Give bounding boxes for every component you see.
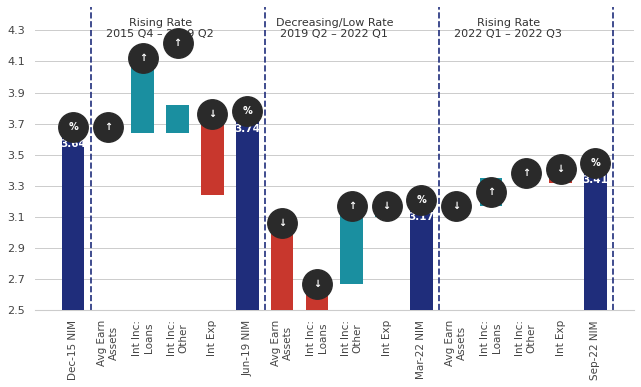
Text: ↑: ↑ <box>522 168 530 178</box>
Point <box>277 220 287 226</box>
Text: 3.64: 3.64 <box>60 139 86 149</box>
Point <box>68 124 78 130</box>
Text: ↑: ↑ <box>174 38 181 48</box>
Bar <box>584 169 607 310</box>
Text: ↓: ↓ <box>208 109 217 119</box>
Text: %: % <box>590 158 601 168</box>
Text: ↑: ↑ <box>487 187 495 197</box>
Text: ↓: ↓ <box>556 164 565 174</box>
Text: 3.74: 3.74 <box>234 123 260 134</box>
Point <box>451 203 462 209</box>
Bar <box>131 58 154 133</box>
Bar <box>515 169 537 178</box>
Bar <box>201 117 224 195</box>
Point <box>312 281 322 287</box>
Point <box>103 124 113 130</box>
Bar <box>271 223 294 329</box>
Text: ↓: ↓ <box>278 218 286 228</box>
Text: ↑: ↑ <box>347 201 356 211</box>
Text: Rising Rate
2015 Q4 – 2019 Q2: Rising Rate 2015 Q4 – 2019 Q2 <box>106 18 214 39</box>
Bar <box>375 206 398 217</box>
Text: 3.17: 3.17 <box>408 212 435 222</box>
Bar <box>410 206 433 310</box>
Point <box>556 166 566 172</box>
Point <box>207 111 217 117</box>
Text: %: % <box>68 122 78 132</box>
Text: %: % <box>417 195 426 205</box>
Bar <box>97 130 119 133</box>
Text: %: % <box>242 106 252 116</box>
Text: ↑: ↑ <box>104 122 112 132</box>
Point <box>486 189 496 195</box>
Bar <box>236 117 258 310</box>
Point <box>416 197 426 203</box>
Text: ↓: ↓ <box>383 201 390 211</box>
Text: ↑: ↑ <box>138 53 147 63</box>
Text: ↓: ↓ <box>313 279 321 289</box>
Bar <box>340 206 363 284</box>
Bar <box>166 105 189 133</box>
Bar <box>306 284 328 344</box>
Point <box>138 55 148 62</box>
Point <box>242 108 253 114</box>
Bar <box>549 169 572 183</box>
Bar <box>62 133 85 310</box>
Text: 3.41: 3.41 <box>583 175 608 185</box>
Text: ↓: ↓ <box>452 201 460 211</box>
Point <box>520 170 531 176</box>
Bar <box>479 178 503 206</box>
Point <box>347 203 357 209</box>
Point <box>381 203 392 209</box>
Text: Rising Rate
2022 Q1 – 2022 Q3: Rising Rate 2022 Q1 – 2022 Q3 <box>454 18 562 39</box>
Bar <box>445 206 467 209</box>
Point <box>172 39 183 46</box>
Point <box>590 159 601 166</box>
Text: Decreasing/Low Rate
2019 Q2 – 2022 Q1: Decreasing/Low Rate 2019 Q2 – 2022 Q1 <box>276 18 393 39</box>
